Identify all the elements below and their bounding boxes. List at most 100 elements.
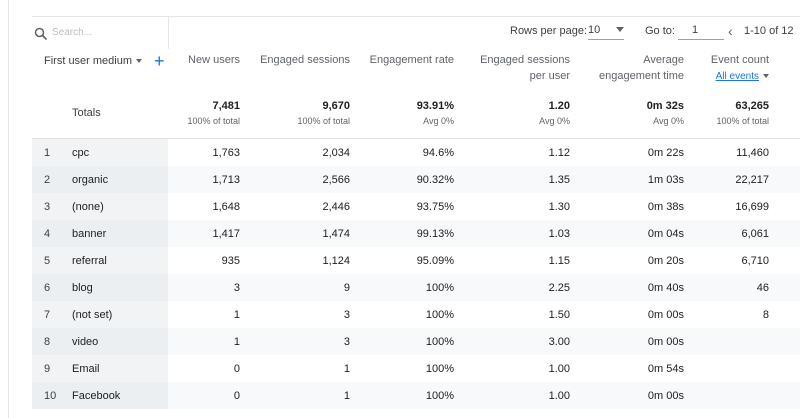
cell-new-users: 1,417	[212, 228, 240, 240]
dimension-cell	[32, 247, 168, 274]
cell-average-engagement-time: 0m 20s	[647, 255, 684, 267]
cell-average-engagement-time: 0m 04s	[647, 228, 684, 240]
total-value: 9,670	[322, 100, 350, 112]
previous-page-icon[interactable]: ‹	[728, 23, 733, 39]
header-engaged-per-user[interactable]: Engaged sessions per user	[480, 52, 570, 84]
cell-engaged-sessions: 2,566	[322, 174, 350, 186]
cell-engagement-rate: 93.75%	[416, 201, 454, 213]
row-index: 8	[44, 336, 51, 348]
search-box[interactable]: Search...	[32, 17, 169, 49]
cell-engaged-sessions: 3	[343, 336, 350, 348]
row-dimension: (none)	[72, 201, 104, 213]
cell-engagement-rate: 100%	[425, 390, 454, 402]
dimension-cell	[32, 355, 168, 382]
search-input[interactable]: Search...	[52, 27, 93, 38]
table-row[interactable]: 7 (not set) 1 3 100% 1.50 0m 00s 8	[32, 301, 800, 328]
total-engagement-rate: 93.91% Avg 0%	[417, 100, 454, 126]
row-index: 3	[44, 201, 51, 213]
header-new-users[interactable]: New users	[188, 54, 240, 66]
row-dimension: referral	[72, 255, 107, 267]
row-index: 1	[44, 147, 51, 159]
left-divider	[8, 0, 9, 418]
table-row[interactable]: 9 Email 0 1 100% 1.00 0m 54s	[32, 355, 800, 382]
chevron-down-icon	[616, 27, 624, 32]
rows-per-page-select[interactable]: 10	[588, 21, 624, 40]
row-dimension: blog	[72, 282, 93, 294]
cell-new-users: 3	[233, 282, 240, 294]
search-icon	[34, 27, 48, 41]
cell-average-engagement-time: 0m 38s	[647, 201, 684, 213]
row-dimension: video	[72, 336, 99, 348]
total-engaged-per-user: 1.20 Avg 0%	[539, 100, 570, 126]
dimension-header-label: First user medium	[44, 55, 133, 67]
cell-new-users: 1	[233, 336, 240, 348]
cell-engaged-sessions: 1,474	[322, 228, 350, 240]
event-filter-link[interactable]: All events	[715, 71, 759, 82]
cell-engagement-rate: 94.6%	[422, 147, 454, 159]
table-row[interactable]: 2 organic 1,713 2,566 90.32% 1.35 1m 03s…	[32, 166, 800, 193]
header-average-engagement-time[interactable]: Average engagement time	[599, 52, 684, 84]
dimension-cell	[32, 193, 168, 220]
cell-engaged-sessions: 1	[343, 390, 350, 402]
row-dimension: organic	[72, 174, 109, 186]
cell-average-engagement-time: 0m 54s	[647, 363, 684, 375]
table-row[interactable]: 5 referral 935 1,124 95.09% 1.15 0m 20s …	[32, 247, 800, 274]
go-to-label: Go to:	[645, 25, 675, 37]
go-to-input[interactable]: 1	[678, 21, 724, 40]
cell-event-count: 8	[762, 309, 769, 321]
cell-engagement-rate: 100%	[425, 336, 454, 348]
cell-engagement-rate: 95.09%	[416, 255, 454, 267]
table-row[interactable]: 4 banner 1,417 1,474 99.13% 1.03 0m 04s …	[32, 220, 800, 247]
add-dimension-icon[interactable]: +	[154, 51, 165, 71]
row-index: 7	[44, 309, 51, 321]
cell-engaged-per-user: 1.15	[548, 255, 570, 267]
go-to-value: 1	[692, 24, 699, 36]
pagination-range: 1-10 of 12	[744, 25, 794, 37]
cell-engaged-per-user: 3.00	[548, 336, 570, 348]
cell-average-engagement-time: 1m 03s	[647, 174, 684, 186]
cell-engaged-per-user: 1.12	[548, 147, 570, 159]
dimension-header[interactable]: First user medium +	[44, 51, 165, 71]
row-index: 9	[44, 363, 51, 375]
cell-engagement-rate: 100%	[425, 363, 454, 375]
row-dimension: banner	[72, 228, 107, 240]
rows-per-page-label: Rows per page:	[510, 25, 588, 37]
cell-average-engagement-time: 0m 22s	[647, 147, 684, 159]
header-avg-line1: Average	[643, 54, 684, 66]
cell-new-users: 1	[233, 309, 240, 321]
table-row[interactable]: 8 video 1 3 100% 3.00 0m 00s	[32, 328, 800, 355]
table-row[interactable]: 1 cpc 1,763 2,034 94.6% 1.12 0m 22s 11,4…	[32, 139, 800, 166]
cell-new-users: 935	[221, 255, 240, 267]
row-index: 10	[44, 390, 57, 402]
total-new-users: 7,481 100% of total	[187, 100, 240, 126]
total-value: 93.91%	[416, 100, 454, 112]
totals-label: Totals	[72, 107, 101, 119]
cell-event-count: 16,699	[735, 201, 769, 213]
dimension-cell	[32, 274, 168, 301]
dimension-cell	[32, 382, 168, 409]
table-row[interactable]: 10 Facebook 0 1 100% 1.00 0m 00s	[32, 382, 800, 409]
cell-engaged-per-user: 1.50	[548, 309, 570, 321]
table-body: 1 cpc 1,763 2,034 94.6% 1.12 0m 22s 11,4…	[32, 139, 800, 409]
row-dimension: cpc	[72, 147, 90, 159]
cell-event-count: 6,710	[741, 255, 769, 267]
dimension-cell	[32, 328, 168, 355]
header-engagement-rate[interactable]: Engagement rate	[369, 54, 454, 66]
row-index: 6	[44, 282, 51, 294]
cell-new-users: 1,648	[212, 201, 240, 213]
total-sub: Avg 0%	[423, 116, 454, 126]
cell-engaged-sessions: 1,124	[322, 255, 350, 267]
table-row[interactable]: 6 blog 3 9 100% 2.25 0m 40s 46	[32, 274, 800, 301]
header-engaged-sessions[interactable]: Engaged sessions	[260, 54, 350, 66]
cell-event-count: 46	[756, 282, 769, 294]
cell-engagement-rate: 90.32%	[416, 174, 454, 186]
rows-per-page-value: 10	[588, 24, 601, 36]
cell-event-count: 22,217	[735, 174, 769, 186]
cell-new-users: 1,713	[212, 174, 240, 186]
header-event-count[interactable]: Event count All events	[711, 52, 769, 85]
cell-event-count: 11,460	[736, 147, 769, 159]
dimension-cell	[32, 139, 168, 166]
dimension-cell	[32, 166, 168, 193]
chevron-down-icon	[763, 74, 769, 79]
table-row[interactable]: 3 (none) 1,648 2,446 93.75% 1.30 0m 38s …	[32, 193, 800, 220]
